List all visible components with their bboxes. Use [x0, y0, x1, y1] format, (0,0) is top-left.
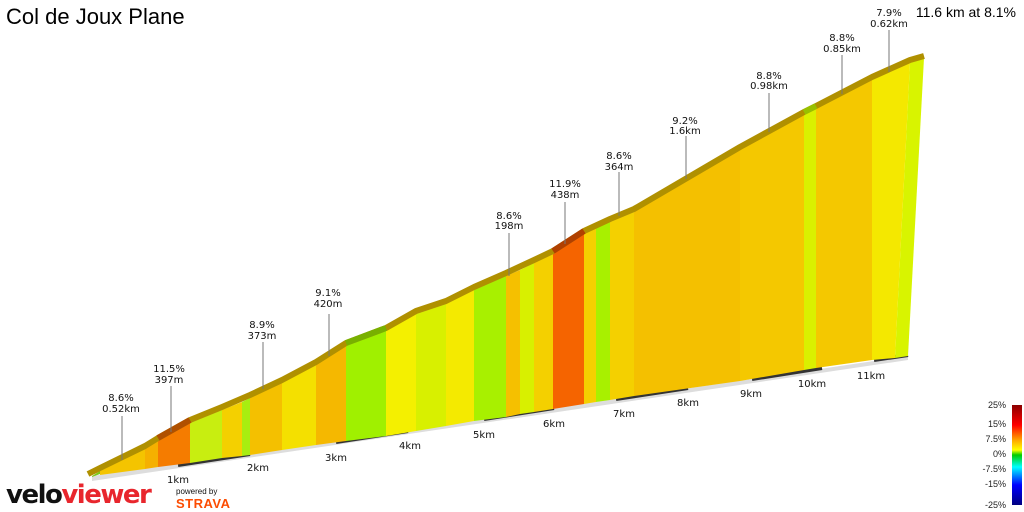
page-title: Col de Joux Plane	[6, 4, 185, 29]
svg-text:0%: 0%	[993, 449, 1006, 459]
svg-text:364m: 364m	[605, 162, 634, 173]
svg-text:9.1%: 9.1%	[315, 288, 340, 299]
svg-text:11.5%: 11.5%	[153, 364, 185, 375]
svg-text:397m: 397m	[155, 375, 184, 386]
veloviewer-logo[interactable]: veloviewer	[6, 480, 152, 510]
svg-text:0.98km: 0.98km	[750, 81, 788, 92]
svg-text:3km: 3km	[325, 453, 347, 464]
svg-text:25%: 25%	[988, 400, 1006, 410]
svg-text:7km: 7km	[613, 409, 635, 420]
svg-text:0.62km: 0.62km	[870, 19, 908, 30]
profile-segments	[92, 58, 924, 477]
svg-text:8.8%: 8.8%	[829, 33, 854, 44]
svg-text:-25%: -25%	[985, 500, 1006, 510]
svg-text:10km: 10km	[798, 379, 826, 390]
svg-text:5km: 5km	[473, 430, 495, 441]
svg-text:7.9%: 7.9%	[876, 8, 901, 19]
svg-text:420m: 420m	[314, 299, 343, 310]
svg-text:11km: 11km	[857, 371, 885, 382]
svg-text:-7.5%: -7.5%	[982, 464, 1006, 474]
svg-text:1.6km: 1.6km	[669, 126, 700, 137]
segment-labels: 8.6% 0.52km 11.5% 397m 8.9% 373m 9.1% 42…	[102, 8, 908, 415]
svg-text:-15%: -15%	[985, 479, 1006, 489]
svg-text:1km: 1km	[167, 475, 189, 486]
svg-text:8.9%: 8.9%	[249, 320, 274, 331]
svg-text:0.85km: 0.85km	[823, 44, 861, 55]
svg-text:0.52km: 0.52km	[102, 404, 140, 415]
x-tick-labels: 1km 2km 3km 4km 5km 6km 7km 8km 9km 10km…	[167, 371, 885, 486]
svg-text:11.9%: 11.9%	[549, 179, 581, 190]
logo-velo: velo	[6, 480, 63, 510]
svg-text:2km: 2km	[247, 463, 269, 474]
svg-text:15%: 15%	[988, 419, 1006, 429]
logo-viewer: viewer	[61, 480, 151, 510]
svg-text:4km: 4km	[399, 441, 421, 452]
svg-text:9.2%: 9.2%	[672, 116, 697, 127]
strava-logo[interactable]: STRAVA	[176, 496, 231, 511]
svg-text:8.6%: 8.6%	[606, 151, 631, 162]
svg-text:8.6%: 8.6%	[108, 393, 133, 404]
svg-text:8.8%: 8.8%	[756, 71, 781, 82]
svg-text:8km: 8km	[677, 398, 699, 409]
segment-annotations	[121, 30, 890, 460]
powered-by-text: powered by	[176, 487, 218, 496]
svg-text:373m: 373m	[248, 331, 277, 342]
svg-text:438m: 438m	[551, 190, 580, 201]
svg-text:7.5%: 7.5%	[985, 434, 1006, 444]
svg-text:198m: 198m	[495, 221, 524, 232]
gradient-legend: 25% 15% 7.5% 0% -7.5% -15% -25%	[982, 400, 1022, 510]
climb-summary: 11.6 km at 8.1%	[915, 4, 1016, 20]
profile-top-edge	[86, 53, 925, 477]
svg-text:9km: 9km	[740, 389, 762, 400]
svg-text:8.6%: 8.6%	[496, 211, 521, 222]
svg-text:6km: 6km	[543, 419, 565, 430]
